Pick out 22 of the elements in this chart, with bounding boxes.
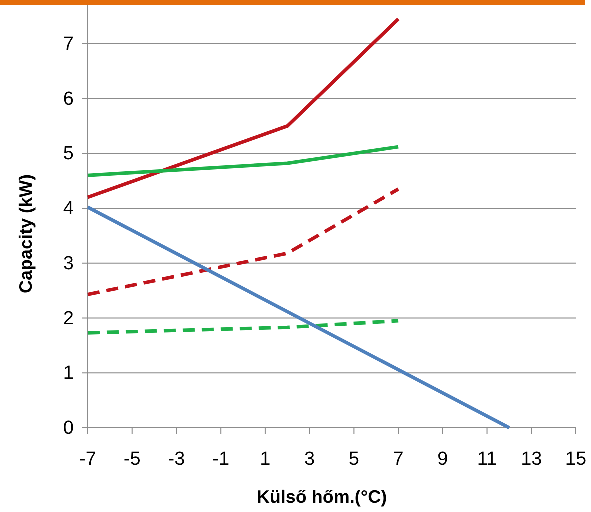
x-tick-label: -7 [80,449,96,470]
y-tick-label: 2 [63,308,74,330]
x-tick-label: 3 [304,449,316,470]
x-tick-label: 9 [438,449,448,470]
x-tick-label: 15 [565,449,587,470]
x-tick-label: 7 [393,449,404,470]
x-tick-label: 13 [521,449,542,470]
y-tick-label: 6 [63,88,74,110]
x-tick-label: -1 [212,449,230,470]
x-tick-label: 11 [477,449,498,470]
x-tick-label: -5 [124,449,141,470]
y-axis-title: Capacity (kW) [16,174,36,294]
x-tick-label: 5 [348,449,360,470]
x-tick-label: 1 [260,449,271,470]
y-tick-label: 3 [63,253,74,274]
x-axis-title: Külső hőm.(°C) [256,487,388,507]
y-tick-label: 1 [63,363,74,384]
y-tick-label: 4 [63,198,74,220]
y-tick-label: 7 [63,34,74,55]
x-tick-label: -3 [168,449,186,470]
y-tick-label: 5 [63,144,74,165]
y-tick-label: 0 [63,418,74,439]
